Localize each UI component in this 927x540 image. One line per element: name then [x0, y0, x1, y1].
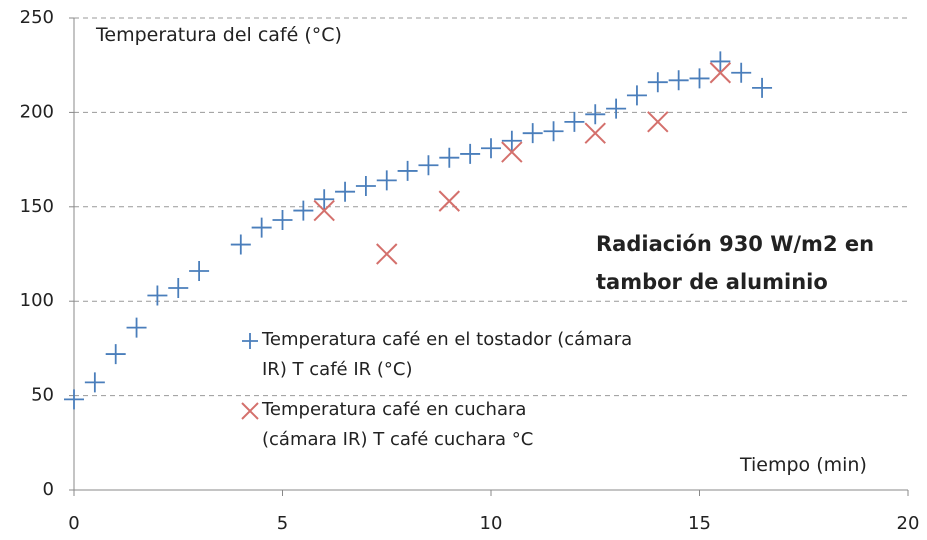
marker: [105, 344, 126, 365]
marker: [731, 62, 752, 83]
marker: [230, 234, 251, 255]
marker: [314, 189, 335, 210]
marker: [647, 111, 669, 133]
marker: [460, 143, 481, 164]
y-tick-label: 200: [20, 101, 54, 122]
legend-marker: [242, 333, 258, 349]
marker: [64, 389, 84, 410]
y-tick-label: 150: [20, 196, 54, 217]
marker: [189, 260, 210, 281]
marker: [543, 121, 564, 142]
marker: [709, 62, 732, 84]
marker: [481, 138, 501, 159]
legend-marker: [241, 402, 259, 420]
marker: [313, 199, 335, 222]
marker: [626, 85, 647, 106]
marker: [397, 160, 418, 181]
y-tick-label: 50: [31, 385, 54, 406]
marker: [564, 111, 585, 132]
marker: [689, 68, 710, 89]
x-tick-label: 10: [480, 513, 503, 534]
marker: [126, 317, 147, 338]
marker: [293, 200, 314, 221]
x-axis-label: Tiempo (min): [740, 454, 867, 476]
marker: [606, 98, 627, 119]
x-tick-label: 20: [897, 513, 920, 534]
y-tick-label: 100: [20, 290, 54, 311]
marker: [355, 176, 376, 197]
marker: [668, 70, 689, 91]
marker: [584, 122, 606, 144]
y-tick-label: 0: [43, 479, 54, 500]
x-tick-label: 5: [277, 513, 288, 534]
x-tick-label: 15: [688, 513, 711, 534]
marker: [272, 210, 293, 231]
marker: [418, 155, 439, 176]
marker: [647, 72, 668, 93]
x-tick-label: 0: [68, 513, 79, 534]
marker: [335, 181, 356, 202]
y-tick-label: 250: [20, 7, 54, 28]
marker: [147, 285, 168, 306]
annotation: Radiación 930 W/m2 en tambor de aluminio: [596, 232, 875, 294]
marker: [522, 123, 543, 144]
marker: [168, 277, 189, 298]
marker: [585, 104, 606, 125]
marker: [501, 130, 522, 151]
marker: [501, 141, 523, 163]
marker: [438, 190, 461, 212]
marker: [376, 170, 397, 191]
marker: [376, 243, 398, 265]
legend-label: Temperatura café en cuchara (cámara IR) …: [262, 399, 534, 450]
marker: [710, 51, 731, 72]
marker: [84, 372, 105, 393]
y-axis-label: Temperatura del café (°C): [96, 24, 342, 46]
legend-label: Temperatura café en el tostador (cámara …: [262, 329, 633, 380]
marker: [752, 77, 773, 98]
marker: [439, 147, 460, 168]
marker: [251, 217, 272, 238]
